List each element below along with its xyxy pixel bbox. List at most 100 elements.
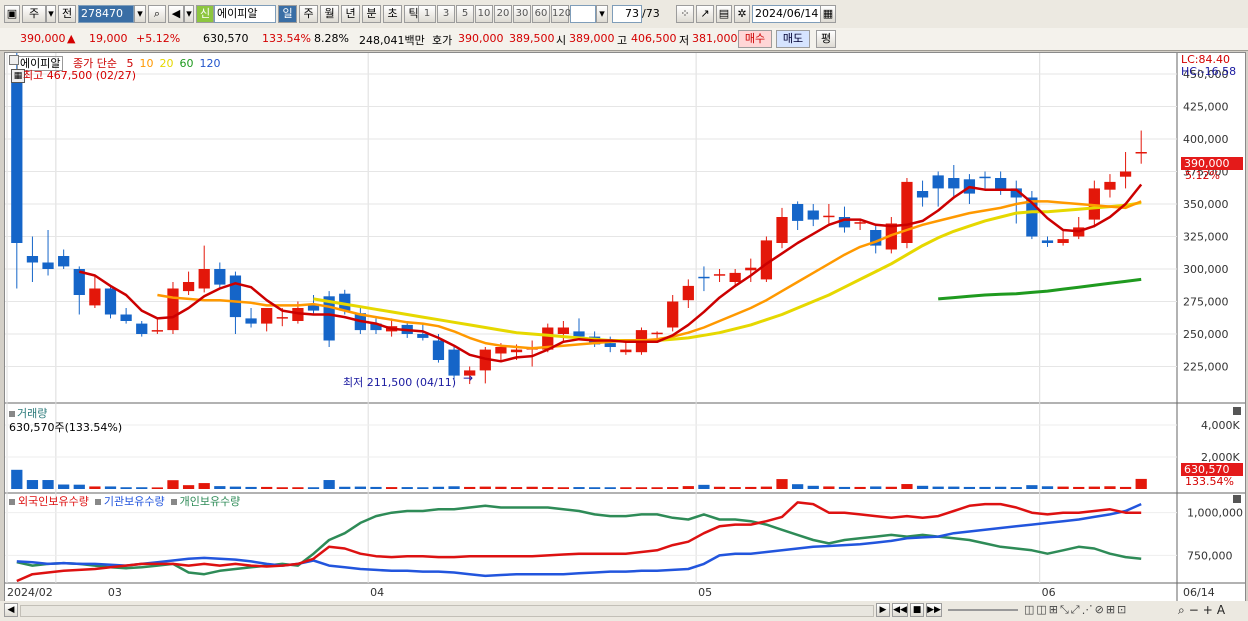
chart-area[interactable]: 450,000 425,000 400,000 375,000 350,000 325,0…: [4, 51, 1246, 602]
chevron-down-icon[interactable]: ▾: [596, 5, 608, 23]
bar-count-input[interactable]: 73: [612, 5, 642, 23]
bullet-icon: [9, 499, 15, 505]
candle-body: [292, 308, 304, 321]
panel-close-icon: [1233, 407, 1241, 415]
scroll-right-icon[interactable]: ▶: [876, 603, 890, 617]
holding-legend-item: 외국인보유수량: [18, 495, 89, 508]
tab-period-5[interactable]: 초: [383, 5, 402, 23]
save-icon[interactable]: ▤: [716, 5, 732, 23]
scroll-track[interactable]: [20, 605, 874, 617]
interval-button-4[interactable]: 20: [494, 5, 512, 23]
fast-forward-icon[interactable]: ▶▶: [926, 603, 942, 617]
draw-icon[interactable]: ↗: [696, 5, 714, 23]
buy-button[interactable]: 매수: [738, 30, 772, 48]
foreign-holding-line: [16, 501, 1142, 583]
zoom-slider[interactable]: [948, 609, 1018, 611]
interval-button-6[interactable]: 60: [532, 5, 550, 23]
change-arrow: ▲: [67, 32, 76, 45]
volume-bar: [838, 486, 851, 489]
volume-bar: [932, 486, 944, 489]
holding-tick-label: 1,000,000: [1187, 507, 1243, 520]
candle-body: [26, 256, 39, 263]
chevron-down-icon[interactable]: ▾: [46, 5, 56, 23]
volume-tick-label: 2,000K: [1201, 451, 1240, 464]
speaker-icon[interactable]: ◀: [168, 5, 184, 23]
interval-button-2[interactable]: 5: [456, 5, 474, 23]
chevron-down-icon[interactable]: ▾: [184, 5, 194, 23]
price-tick-label: 425,000: [1183, 101, 1229, 114]
volume-bar: [448, 486, 460, 489]
drawing-tools-icon[interactable]: ◫◫⊞⤡⤢⋰⊘⊞⊡: [1024, 603, 1129, 616]
ma60-line: [938, 277, 1142, 301]
volume-bar: [542, 487, 554, 489]
stock-code-input[interactable]: 278470: [78, 5, 134, 23]
table-icon[interactable]: ▦: [11, 69, 25, 83]
interval-button-1[interactable]: 3: [437, 5, 455, 23]
volume-bar: [1088, 486, 1100, 489]
candle-body: [667, 301, 679, 328]
candle-body: [11, 74, 23, 243]
change-amount: 19,000: [89, 32, 128, 45]
volume-bar: [42, 480, 54, 489]
scroll-left-icon[interactable]: ◀: [4, 603, 18, 617]
arrow-right-icon: →: [463, 371, 474, 385]
tab-period-2[interactable]: 월: [320, 5, 339, 23]
eval-button[interactable]: 평: [816, 30, 836, 48]
window-menu-icon[interactable]: ▣: [4, 5, 20, 23]
current-volume-tag: 630,570: [1181, 463, 1243, 476]
prev-button[interactable]: 전: [58, 5, 76, 23]
sell-button[interactable]: 매도: [776, 30, 810, 48]
volume-bar: [495, 486, 507, 489]
candle-body: [807, 210, 819, 220]
tab-period-4[interactable]: 분: [362, 5, 381, 23]
pause-icon[interactable]: ■: [910, 603, 924, 617]
search-icon[interactable]: ⌕: [148, 5, 166, 23]
scroll-bar[interactable]: ◀ ▶ ◀◀ ■ ▶▶ ◫◫⊞⤡⤢⋰⊘⊞⊡ ⌕−+A: [0, 601, 1248, 621]
price-tick-label: 250,000: [1183, 328, 1229, 341]
date-input[interactable]: 2024/06/14: [752, 5, 822, 23]
calendar-icon[interactable]: ▦: [820, 5, 836, 23]
gear-icon[interactable]: ✲: [734, 5, 750, 23]
interval-button-0[interactable]: 1: [418, 5, 436, 23]
candle-body: [495, 347, 507, 354]
rewind-icon[interactable]: ◀◀: [892, 603, 908, 617]
quote-bar: 390,000 ▲ 19,000 +5.12% 630,570 133.54% …: [0, 28, 1248, 51]
interval-button-5[interactable]: 30: [513, 5, 531, 23]
chevron-down-icon[interactable]: ▾: [134, 5, 146, 23]
ma-legend: 5 10 20 60 120: [120, 57, 220, 70]
volume-bar: [854, 486, 866, 489]
candle-body: [713, 274, 726, 276]
candle-body: [1010, 188, 1022, 198]
ma-legend-item: 120: [199, 57, 221, 70]
current-volume-pct: 133.54%: [1185, 475, 1234, 488]
candle-body: [276, 317, 288, 319]
volume-bar: [1026, 485, 1038, 489]
interval-input[interactable]: [570, 5, 596, 23]
candle-body: [510, 349, 523, 353]
tab-period-0[interactable]: 일: [278, 5, 297, 23]
panel-toggle-icon[interactable]: [9, 55, 19, 65]
volume-bar: [948, 486, 960, 489]
zoom-controls-icon[interactable]: ⌕−+A: [1178, 603, 1230, 617]
market-select[interactable]: 주: [22, 5, 46, 23]
volume-bar: [1135, 478, 1147, 489]
stock-chart[interactable]: 450,000425,000400,000375,000350,000325,0…: [5, 51, 1245, 601]
interval-button-7[interactable]: 120: [551, 5, 571, 23]
tab-period-3[interactable]: 년: [341, 5, 360, 23]
volume-ratio: 133.54%: [262, 32, 311, 45]
candle-body: [182, 282, 195, 292]
ask-price-2: 389,500: [509, 32, 555, 45]
ma-legend-item: 10: [139, 57, 154, 70]
volume-bar: [588, 487, 601, 489]
x-end-label: 06/14: [1183, 586, 1215, 599]
current-pct-tag: 5.12%: [1185, 169, 1220, 182]
open-label: 시: [556, 34, 567, 47]
candle-body: [557, 327, 570, 334]
low-price: 381,000: [692, 32, 738, 45]
tab-period-1[interactable]: 주: [299, 5, 318, 23]
volume-bar: [635, 487, 648, 489]
volume-bar: [229, 486, 242, 489]
grid-icon[interactable]: ⁘: [676, 5, 694, 23]
interval-button-3[interactable]: 10: [475, 5, 493, 23]
